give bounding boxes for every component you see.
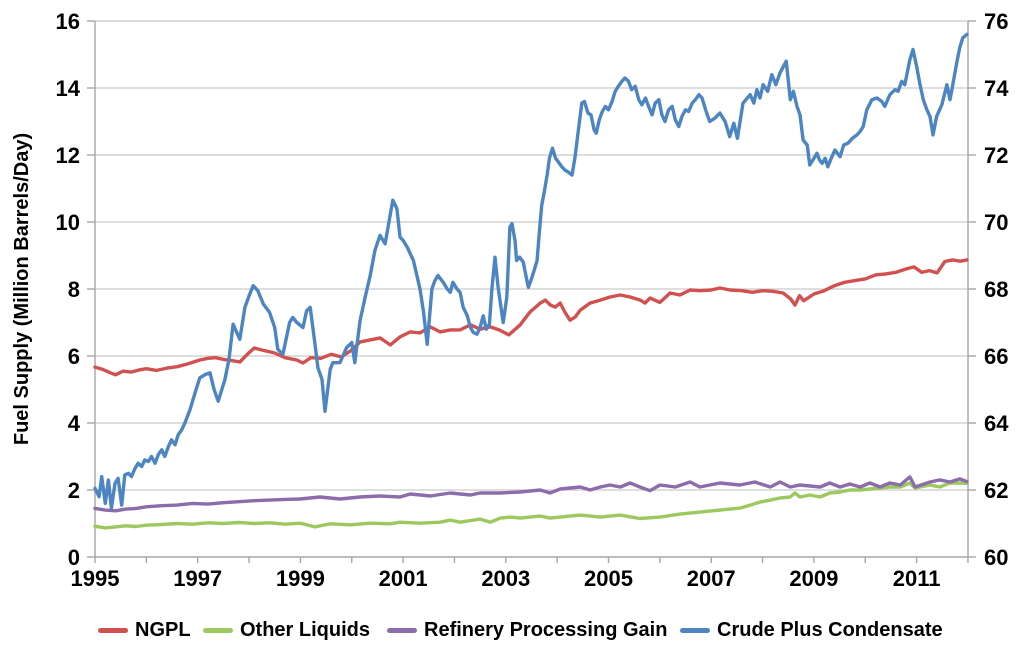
left-axis-tick-label: 0 — [68, 545, 80, 570]
x-axis-tick-label: 1997 — [173, 566, 222, 591]
x-axis-tick-label: 2001 — [379, 566, 428, 591]
x-axis-tick-label: 1999 — [276, 566, 325, 591]
legend-swatch-refinery-processing-gain — [387, 627, 417, 633]
legend-label-other-liquids: Other Liquids — [240, 618, 370, 641]
series-line-refinery-processing-gain — [93, 475, 969, 513]
legend-swatch-other-liquids — [203, 627, 233, 633]
x-axis-tick-label: 2005 — [584, 566, 633, 591]
left-axis-tick-label: 10 — [56, 210, 80, 235]
right-axis-tick-label: 74 — [984, 76, 1009, 101]
legend-swatch-crude-plus-condensate — [680, 627, 710, 633]
right-axis-tick-label: 68 — [984, 277, 1008, 302]
legend-item-ngpl: NGPL — [98, 614, 191, 646]
legend-item-crude-plus-condensate: Crude Plus Condensate — [680, 614, 943, 646]
x-axis-tick-label: 2009 — [789, 566, 838, 591]
left-axis-tick-label: 12 — [56, 143, 80, 168]
left-axis-tick-label: 2 — [68, 478, 80, 503]
left-axis-tick-label: 14 — [56, 76, 81, 101]
left-axis-tick-label: 16 — [56, 9, 80, 34]
gridlines — [95, 20, 968, 491]
legend-label-ngpl: NGPL — [135, 618, 191, 641]
right-axis-tick-label: 62 — [984, 478, 1008, 503]
right-axis-tick-label: 66 — [984, 344, 1008, 369]
series-line-ngpl — [93, 258, 969, 377]
x-axis-tick-label: 2007 — [687, 566, 736, 591]
legend-label-refinery-processing-gain: Refinery Processing Gain — [424, 618, 668, 641]
y-axis-title: Fuel Supply (Million Barrels/Day) — [11, 133, 33, 445]
left-axis-tick-label: 4 — [68, 411, 81, 436]
legend-swatch-ngpl — [98, 627, 128, 633]
left-axis-tick-label: 8 — [68, 277, 80, 302]
legend-label-crude-plus-condensate: Crude Plus Condensate — [717, 618, 943, 641]
legend-item-other-liquids: Other Liquids — [203, 614, 370, 646]
right-axis-tick-label: 60 — [984, 545, 1008, 570]
right-axis-tick-label: 70 — [984, 210, 1008, 235]
left-axis-tick-label: 6 — [68, 344, 80, 369]
series-line-other-liquids — [93, 481, 969, 530]
right-axis-tick-label: 72 — [984, 143, 1008, 168]
axis-ticks — [87, 20, 976, 563]
series-line-crude-plus-condensate — [93, 32, 969, 511]
chart-legend: NGPL Other Liquids Refinery Processing G… — [0, 614, 1024, 646]
x-axis-tick-label: 2011 — [893, 566, 941, 591]
legend-item-refinery-processing-gain: Refinery Processing Gain — [387, 614, 667, 646]
right-axis-tick-label: 64 — [984, 411, 1009, 436]
x-axis-tick-label: 2003 — [481, 566, 530, 591]
series-lines — [93, 32, 969, 530]
x-axis-tick-label: 1995 — [71, 566, 120, 591]
right-axis-tick-label: 76 — [984, 9, 1008, 34]
